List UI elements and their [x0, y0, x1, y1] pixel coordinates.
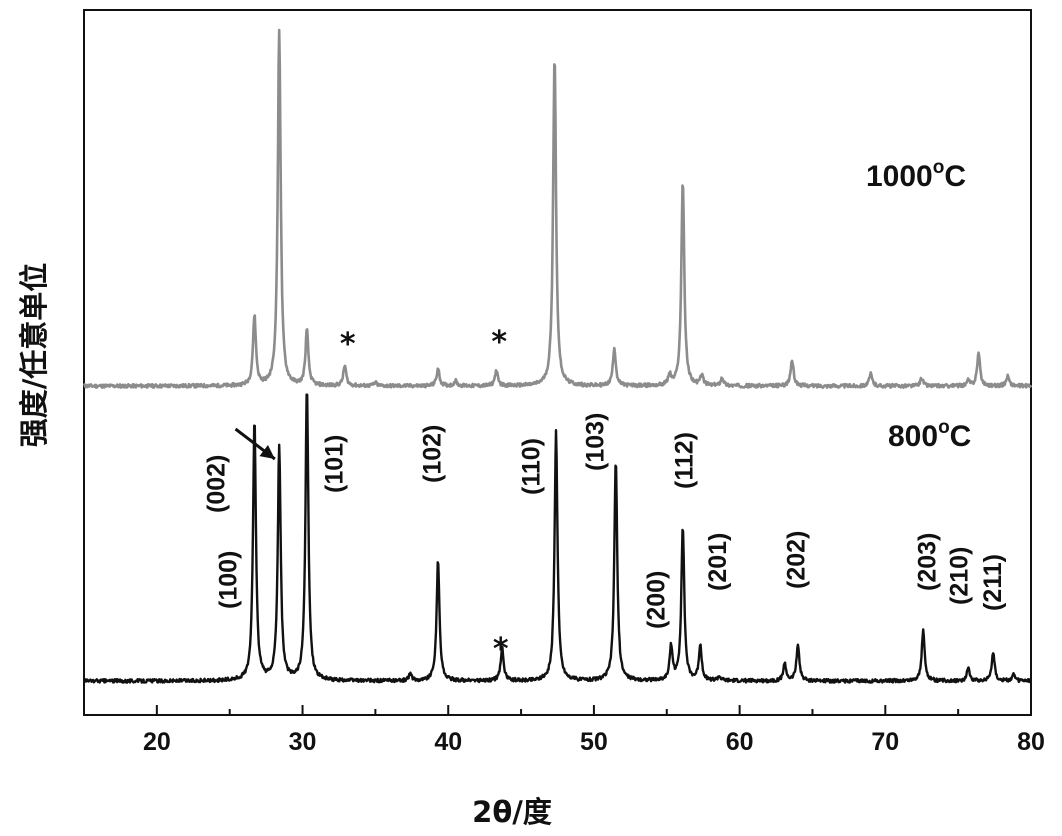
x-tick-label: 30: [289, 728, 317, 756]
x-tick-label: 40: [434, 728, 462, 756]
series-line-1000: [84, 30, 1031, 388]
hkl-label: (200): [643, 571, 671, 629]
series-label-1000-tail: C: [944, 160, 966, 193]
series-label-1000-sup: o: [933, 157, 945, 178]
impurity-marker: *: [340, 327, 356, 362]
arrow-002-head: [259, 445, 274, 459]
annotations-layer: (100) (002) (101) (102) (110) (103) (200) (112)…: [203, 413, 1008, 629]
hkl-label: (203): [914, 533, 942, 591]
series-label-800-main: 800: [888, 420, 938, 453]
hkl-label: (102): [418, 425, 446, 483]
series-label-800-sup: o: [938, 417, 950, 438]
x-ticks: 20 30 40 50 60 70 80: [84, 705, 1045, 756]
hkl-label: (110): [517, 438, 545, 495]
x-axis-title: 2θ/度: [472, 795, 552, 829]
hkl-label: (100): [214, 551, 242, 609]
series-label-800-tail: C: [950, 420, 972, 453]
x-tick-label: 20: [143, 728, 171, 756]
x-tick-label: 80: [1017, 728, 1045, 756]
hkl-label: (201): [704, 533, 732, 591]
hkl-label: (210): [946, 547, 974, 605]
hkl-label: (202): [783, 531, 811, 589]
impurity-marker: *: [491, 325, 507, 360]
hkl-label: (103): [581, 413, 609, 471]
x-tick-label: 50: [580, 728, 608, 756]
x-tick-label: 60: [726, 728, 754, 756]
series-label-800: 800oC: [888, 417, 971, 453]
hkl-label: (211): [979, 554, 1007, 611]
hkl-label: (112): [670, 432, 698, 489]
hkl-label: (101): [321, 435, 349, 493]
hkl-label: (002): [203, 455, 231, 513]
impurity-marker: *: [493, 632, 509, 667]
series-label-1000: 1000oC: [866, 157, 966, 193]
y-axis-title: 强度/任意单位: [17, 263, 51, 448]
x-tick-label: 70: [871, 728, 899, 756]
series-label-1000-main: 1000: [866, 160, 933, 193]
